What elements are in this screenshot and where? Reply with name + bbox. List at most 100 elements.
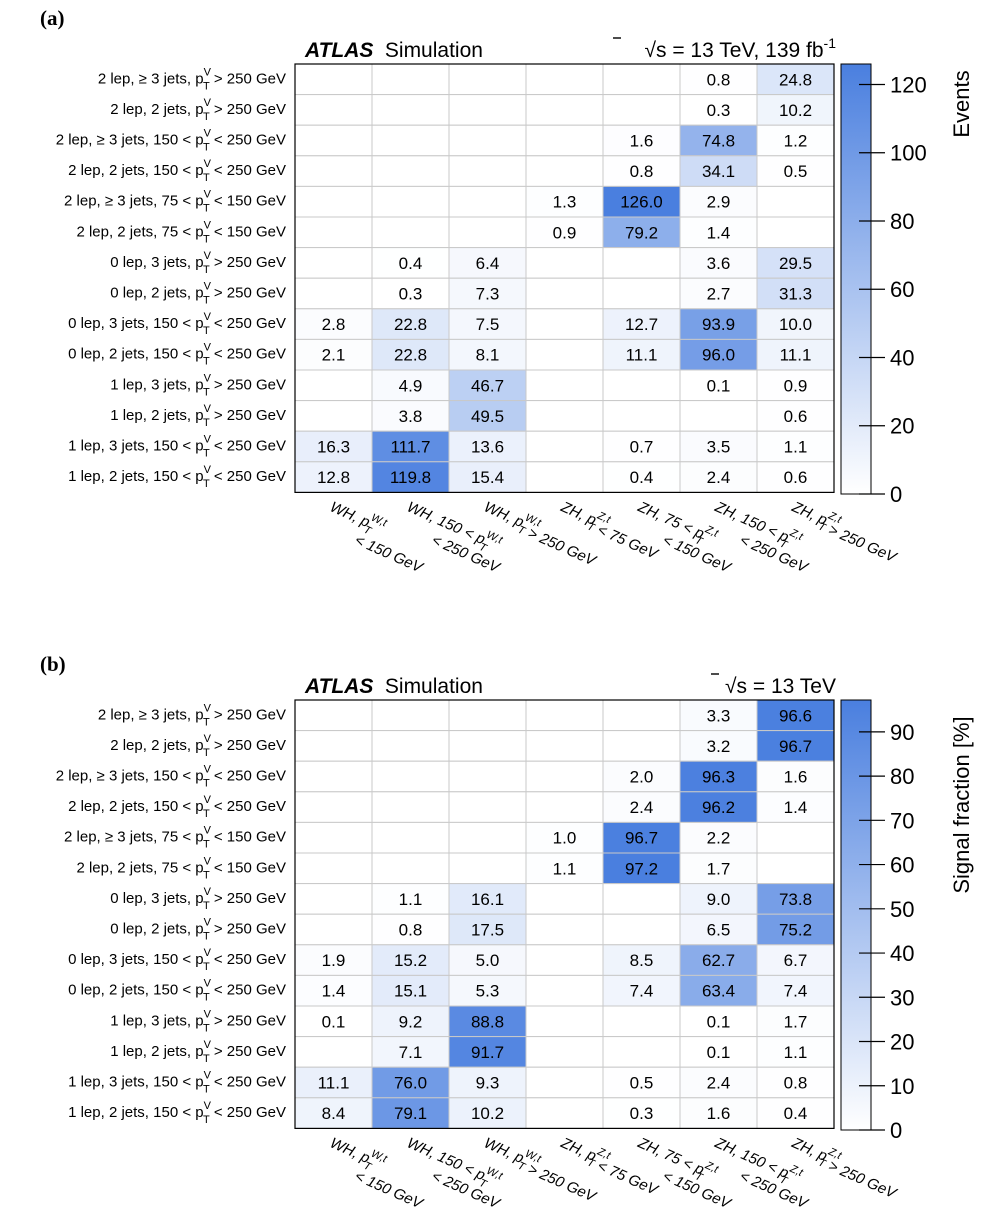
heatmap-cell <box>525 461 604 493</box>
row-label: 2 lep, 2 jets, 75 < pV T < 150 GeV <box>76 855 286 881</box>
row-label: 2 lep, ≥ 3 jets, pV T > 250 GeV <box>98 702 286 728</box>
heatmap-cell <box>448 461 527 493</box>
heatmap-cell <box>371 1066 450 1099</box>
heatmap-cell <box>371 974 450 1007</box>
cell-value-label: 74.8 <box>702 132 735 151</box>
heatmap-cell <box>371 821 450 854</box>
heatmap-cell <box>602 63 681 96</box>
heatmap-cell <box>448 216 527 249</box>
cell-value-label: 7.4 <box>630 982 654 1001</box>
heatmap-cell <box>525 944 604 976</box>
cell-value-label: 97.2 <box>625 859 658 878</box>
cell-value-label: 2.0 <box>630 768 654 787</box>
cell-value-label: 9.2 <box>399 1012 423 1031</box>
row-label: 1 lep, 3 jets, pV T > 250 GeV <box>110 1008 286 1034</box>
row-label: 2 lep, ≥ 3 jets, 150 < pV T < 250 GeV <box>56 764 286 790</box>
heatmap-cell <box>448 247 527 279</box>
row-label: 2 lep, ≥ 3 jets, 150 < pV T < 250 GeV <box>56 128 286 154</box>
heatmap-cell <box>371 216 450 249</box>
panel-a-energy-text: √s = 13 TeV, 139 fb <box>644 39 823 62</box>
cell-value-label: 3.6 <box>707 254 731 273</box>
heatmap-cell <box>679 913 758 946</box>
heatmap-cell <box>602 461 681 493</box>
cell-value-label: 73.8 <box>779 890 812 909</box>
cell-value-label: 3.5 <box>707 438 731 457</box>
cell-value-label: 0.1 <box>707 1043 731 1062</box>
heatmap-cell <box>602 400 681 432</box>
heatmap-cell <box>679 730 758 762</box>
heatmap-cell <box>294 883 373 915</box>
heatmap-cell <box>679 852 758 885</box>
cell-value-label: 11.1 <box>626 346 658 365</box>
colorbar-tick-label: 100 <box>890 141 927 166</box>
cell-value-label: 79.2 <box>625 223 658 242</box>
cell-value-label: 22.8 <box>394 315 427 334</box>
cell-value-label: 1.4 <box>322 982 346 1001</box>
cell-value-label: 5.0 <box>476 951 500 970</box>
colorbar-tick-label: 120 <box>890 72 927 97</box>
heatmap-cell <box>525 699 604 732</box>
heatmap-cell <box>371 699 450 732</box>
heatmap-cell <box>756 185 835 218</box>
heatmap-cell <box>525 63 604 96</box>
cell-value-label: 0.1 <box>707 376 731 395</box>
row-label: 0 lep, 3 jets, 150 < pV T < 250 GeV <box>68 947 286 973</box>
row-label: 2 lep, ≥ 3 jets, pV T > 250 GeV <box>98 66 286 92</box>
row-label: 0 lep, 3 jets, pV T > 250 GeV <box>110 250 286 276</box>
heatmap-cell <box>371 124 450 157</box>
heatmap-cell <box>448 155 527 187</box>
heatmap-cell <box>679 124 758 157</box>
cell-value-label: 24.8 <box>779 70 812 89</box>
heatmap-cell <box>602 1036 681 1068</box>
heatmap-cell <box>525 1036 604 1068</box>
cell-value-label: 16.1 <box>471 890 504 909</box>
cell-value-label: 29.5 <box>779 254 812 273</box>
heatmap-cell <box>756 277 835 310</box>
cell-value-label: 11.1 <box>318 1074 350 1093</box>
heatmap-cell <box>371 155 450 187</box>
heatmap-cell <box>602 216 681 249</box>
heatmap-cell <box>448 338 527 371</box>
cell-value-label: 31.3 <box>779 285 812 304</box>
heatmap-cell <box>756 821 835 854</box>
svg-text:< 150 GeV: < 150 GeV <box>352 531 427 577</box>
panel-a-label: (a) <box>40 6 65 30</box>
cell-value-label: 5.3 <box>476 982 500 1001</box>
cell-value-label: 46.7 <box>471 376 504 395</box>
heatmap-frame <box>294 699 835 1129</box>
cell-value-label: 6.5 <box>707 921 731 940</box>
heatmap-cell <box>371 852 450 885</box>
heatmap-cell <box>294 400 373 432</box>
heatmap-cell <box>525 883 604 915</box>
cell-value-label: 96.0 <box>702 346 735 365</box>
cell-value-label: 2.9 <box>707 193 731 212</box>
heatmap-cell <box>371 369 450 402</box>
heatmap-cell <box>525 185 604 218</box>
row-label: 0 lep, 3 jets, 150 < pV T < 250 GeV <box>68 311 286 337</box>
cell-value-label: 9.3 <box>476 1074 500 1093</box>
cell-value-label: 75.2 <box>779 921 812 940</box>
cell-value-label: 0.6 <box>784 468 808 487</box>
cell-value-label: 2.4 <box>707 1074 731 1093</box>
cell-value-label: 1.4 <box>784 798 808 817</box>
heatmap-cell <box>371 760 450 793</box>
heatmap-cell <box>525 974 604 1007</box>
heatmap-cell <box>371 944 450 976</box>
heatmap-cell <box>679 247 758 279</box>
heatmap-cell <box>294 1005 373 1038</box>
heatmap-cell <box>448 760 527 793</box>
heatmap-cell <box>294 216 373 249</box>
cell-value-label: 0.9 <box>784 376 808 395</box>
cell-value-label: 0.8 <box>707 70 731 89</box>
heatmap-cell <box>602 247 681 279</box>
colorbar-tick-label: 0 <box>890 482 902 507</box>
cell-value-label: 6.4 <box>476 254 500 273</box>
heatmap-cell <box>448 974 527 1007</box>
heatmap-cell <box>448 944 527 976</box>
cell-value-label: 1.0 <box>553 829 577 848</box>
heatmap-cell <box>294 852 373 885</box>
heatmap-cell <box>525 1005 604 1038</box>
cell-value-label: 1.6 <box>784 768 808 787</box>
heatmap-cell <box>602 277 681 310</box>
heatmap-cell <box>525 308 604 340</box>
